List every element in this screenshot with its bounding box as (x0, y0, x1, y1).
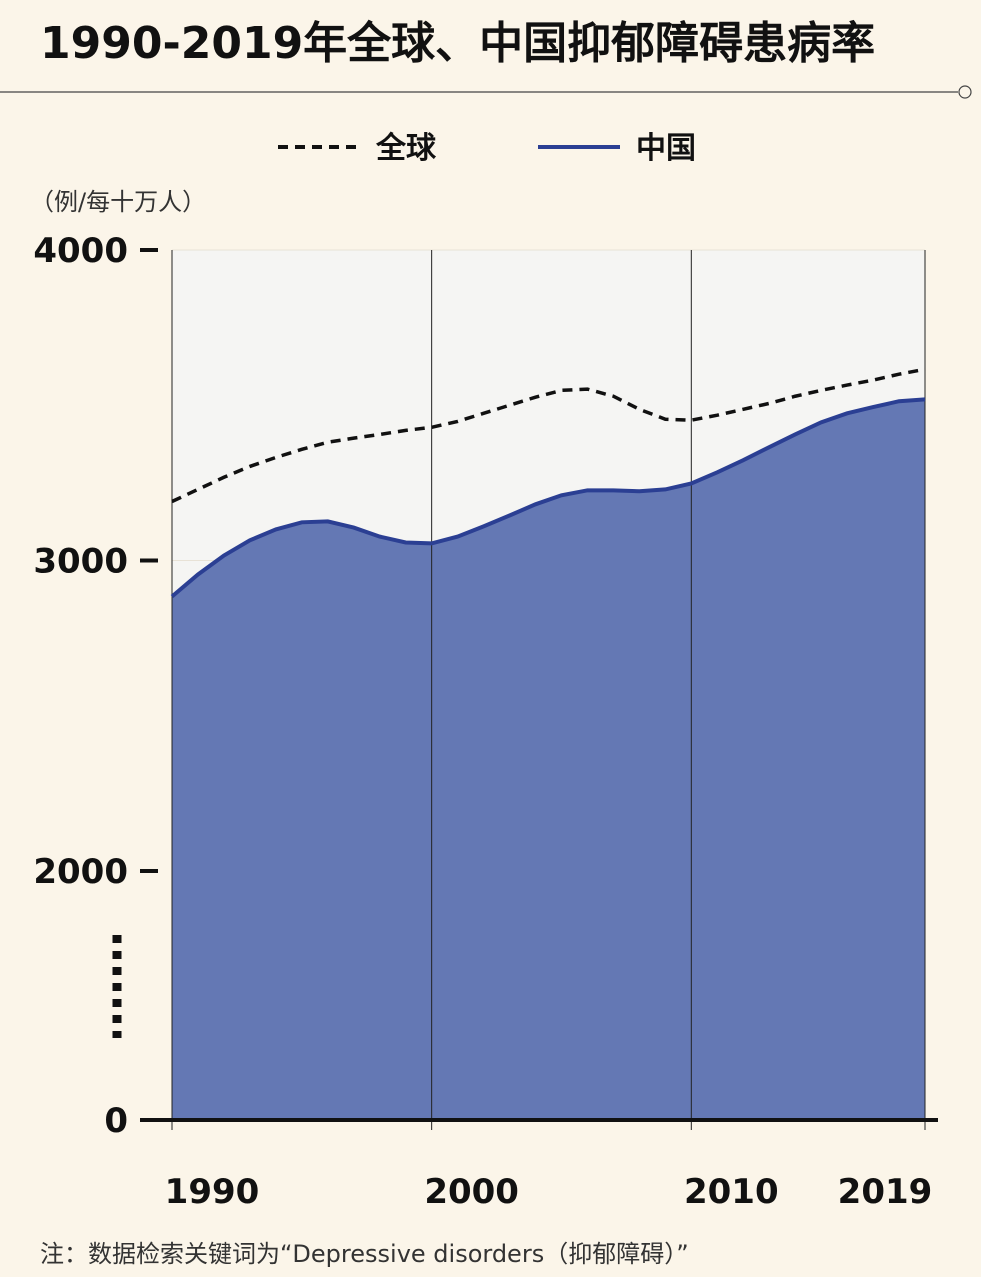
y-axis-label: （例/每十万人） (30, 188, 206, 216)
x-tick-label: 1990 (165, 1172, 260, 1212)
y-tick-label: 0 (104, 1101, 128, 1141)
x-tick-label: 2019 (838, 1172, 933, 1212)
y-tick-label: 4000 (33, 231, 128, 271)
legend-label: 中国 (636, 131, 696, 166)
y-tick-label: 2000 (33, 852, 128, 892)
x-tick-label: 2000 (424, 1172, 519, 1212)
y-tick-label: 3000 (33, 542, 128, 582)
line (171, 367, 926, 504)
x-tick-label: 2010 (684, 1172, 779, 1212)
plot: 0 2000 3000 4000 1990 2000 2010 2019 全球 中国 (33, 131, 938, 1212)
area (172, 399, 925, 1121)
chart-title: 1990-2019年全球、中国抑郁障碍患病率 (40, 18, 875, 69)
line (170, 397, 926, 599)
footnote: 注：数据检索关键词为“Depressive disorders（抑郁障碍）” (40, 1240, 689, 1268)
legend-label: 全球 (375, 131, 437, 166)
rule-dot (958, 85, 972, 99)
